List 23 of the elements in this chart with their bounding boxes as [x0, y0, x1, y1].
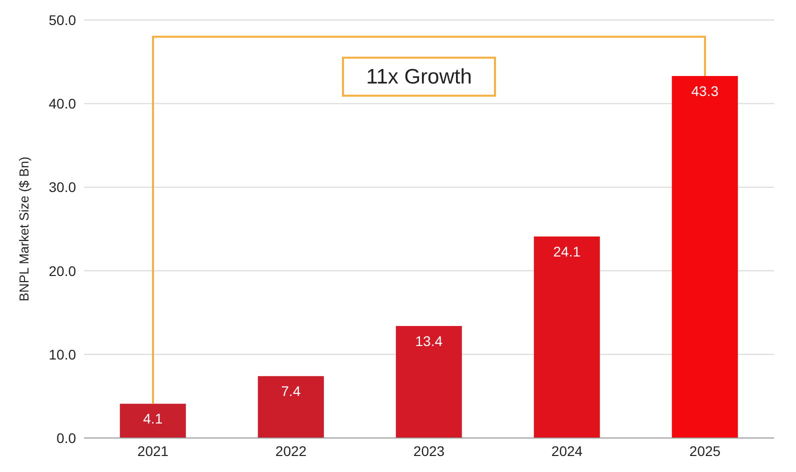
bar: [672, 76, 738, 438]
x-tick-label: 2025: [689, 442, 721, 459]
y-tick-label: 30.0: [48, 179, 76, 196]
y-tick-label: 50.0: [48, 12, 76, 28]
annotation: 11x Growth: [366, 66, 472, 89]
bar: [120, 404, 186, 438]
y-tick-label: 10.0: [48, 346, 76, 362]
bar: [534, 236, 600, 438]
y-tick-label: 20.0: [48, 262, 76, 279]
y-axis-title: BNPL Market Size ($ Bn): [16, 156, 32, 302]
data-label: 13.4: [415, 332, 443, 349]
x-tick-label: 2021: [137, 442, 169, 459]
data-label: 7.4: [281, 383, 301, 400]
bar: [396, 326, 462, 438]
bar: [258, 376, 324, 438]
data-label: 24.1: [553, 243, 581, 260]
y-tick-label: 40.0: [48, 96, 76, 112]
data-label: 43.3: [691, 82, 719, 99]
x-tick-label: 2023: [413, 442, 445, 459]
x-tick-label: 2024: [551, 442, 583, 459]
x-tick-label: 2022: [275, 442, 307, 459]
y-tick-label: 0.0: [56, 430, 76, 446]
data-label: 4.1: [143, 410, 163, 427]
